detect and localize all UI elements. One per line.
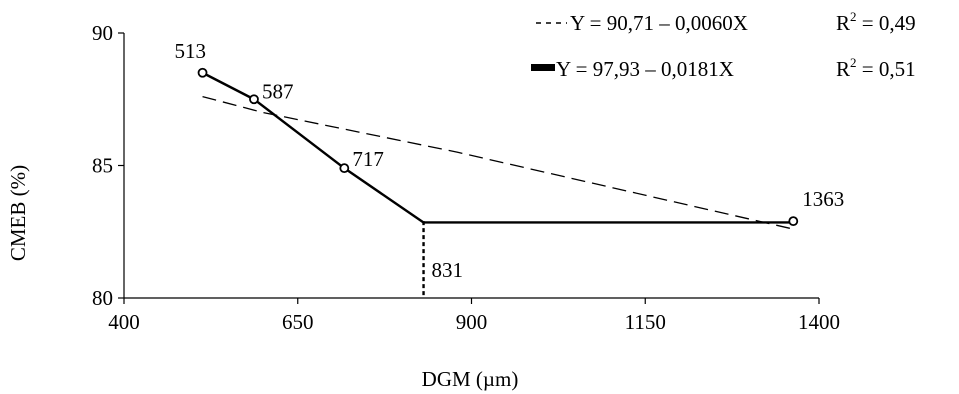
x-tick-label: 400 — [108, 310, 140, 334]
y-axis-title: CMEB (%) — [6, 165, 30, 261]
x-tick-label: 650 — [282, 310, 314, 334]
points-layer: 513 587 717 1363 — [175, 39, 844, 227]
data-label: 1363 — [802, 187, 844, 211]
y-tick-label: 85 — [92, 154, 113, 178]
data-label: 717 — [352, 147, 384, 171]
legend: Y = 90,71 – 0,0060X R2 = 0,49 Y = 97,93 … — [531, 9, 916, 81]
y-tick-label: 90 — [92, 21, 113, 45]
legend-item-dashed: Y = 90,71 – 0,0060X R2 = 0,49 — [536, 9, 916, 35]
legend-item-solid: Y = 97,93 – 0,0181X R2 = 0,51 — [531, 55, 916, 81]
data-label: 587 — [262, 79, 294, 103]
data-label: 513 — [175, 39, 207, 63]
legend-swatch-solid — [531, 64, 555, 71]
legend-r2-dashed: R2 = 0,49 — [836, 9, 916, 35]
breakpoint-label: 831 — [432, 258, 464, 282]
x-tick-label: 1150 — [625, 310, 666, 334]
data-point — [788, 216, 799, 227]
x-tick-label: 1400 — [798, 310, 840, 334]
series-layer: 831 — [201, 71, 794, 298]
legend-equation-dashed: Y = 90,71 – 0,0060X — [570, 11, 748, 35]
series-line-dashed — [202, 95, 794, 230]
x-axis-title: DGM (µm) — [422, 367, 519, 391]
data-point — [339, 163, 350, 174]
data-point — [197, 67, 208, 78]
x-tick-label: 900 — [456, 310, 488, 334]
y-tick-label: 80 — [92, 286, 113, 310]
legend-equation-solid: Y = 97,93 – 0,0181X — [556, 57, 734, 81]
ticks: 400 650 900 1150 1400 80 85 90 — [92, 21, 840, 334]
legend-r2-solid: R2 = 0,51 — [836, 55, 916, 81]
data-point — [249, 94, 259, 105]
